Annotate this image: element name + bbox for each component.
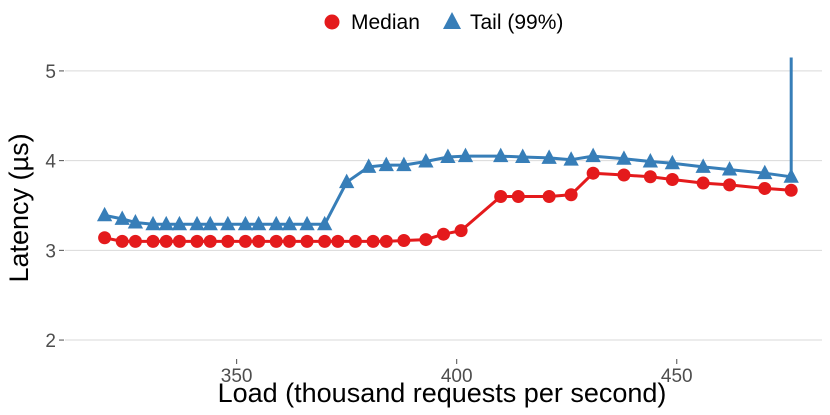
median-point (348, 234, 362, 248)
median-point (564, 188, 578, 202)
median-point (379, 234, 393, 248)
gridlines (65, 70, 822, 341)
legend-median-marker (324, 14, 340, 30)
y-tick-label: 4 (45, 152, 56, 173)
tail-point (220, 215, 236, 231)
median-point (238, 234, 252, 248)
tail-point (757, 164, 773, 180)
tail-point (541, 149, 557, 164)
tail-point (721, 161, 738, 176)
median-point (643, 170, 657, 184)
tail-point (189, 215, 205, 231)
median-point (586, 166, 600, 180)
legend: Median Tail (99%) (324, 11, 563, 34)
median-point (190, 234, 204, 248)
y-axis-ticks: 2 3 4 5 (45, 62, 64, 352)
median-point (269, 234, 283, 248)
series-line (104, 154, 792, 226)
tail-point (664, 154, 681, 170)
tail-point (418, 153, 434, 168)
y-axis-title: Latency (µs) (4, 133, 34, 282)
median-point (98, 231, 112, 245)
legend-tail-label: Tail (99%) (470, 11, 563, 34)
median-point (723, 178, 737, 192)
median-point (300, 234, 314, 248)
median-point (221, 234, 235, 248)
median-point (419, 233, 433, 247)
median-point (128, 234, 142, 248)
tail-point (114, 210, 130, 225)
legend-median-label: Median (351, 11, 420, 34)
tail-point (378, 156, 394, 172)
median-point (758, 181, 772, 195)
tail-point (361, 158, 377, 173)
tail-point (171, 215, 188, 231)
median-point (159, 234, 173, 248)
median-point (437, 227, 450, 241)
y-tick-label: 3 (45, 241, 56, 262)
tail-point (457, 147, 474, 163)
median-point (203, 234, 217, 248)
tail-point (440, 148, 456, 163)
median-point (115, 234, 129, 248)
tail-point (202, 215, 218, 231)
tail-point (158, 215, 174, 231)
median-point (366, 234, 380, 248)
tail-point (515, 148, 531, 163)
series-tail (96, 57, 799, 231)
tail-point (237, 215, 254, 231)
median-point (146, 234, 160, 248)
tail-point (642, 153, 659, 168)
series-layer (96, 57, 799, 248)
y-tick-label: 2 (45, 331, 56, 352)
median-point (172, 234, 186, 248)
x-tick-label: 450 (661, 366, 693, 387)
median-point (397, 233, 411, 247)
tail-point (396, 156, 412, 172)
x-axis-ticks: 350 400 450 (221, 359, 693, 387)
median-point (617, 168, 631, 182)
tail-point (695, 158, 711, 173)
median-point (784, 183, 798, 197)
x-tick-label: 400 (441, 366, 473, 387)
tail-point (96, 206, 113, 222)
series-median (98, 166, 798, 248)
tail-point (493, 147, 509, 163)
median-point (331, 234, 345, 248)
legend-tail-marker (443, 12, 461, 29)
tail-point (281, 215, 298, 231)
tail-point (268, 215, 284, 231)
median-point (252, 234, 266, 248)
median-point (511, 190, 525, 204)
median-point (282, 234, 296, 248)
median-point (318, 234, 332, 248)
tail-point (317, 215, 333, 231)
median-point (665, 172, 679, 186)
tail-point (563, 151, 579, 166)
median-point (542, 190, 556, 204)
median-point (454, 224, 468, 238)
tail-point (251, 215, 267, 231)
tail-point (127, 214, 144, 229)
tail-point (585, 147, 601, 163)
x-axis-title: Load (thousand requests per second) (218, 378, 667, 408)
tail-point (145, 215, 161, 231)
tail-point (616, 150, 632, 165)
tail-point (339, 173, 355, 189)
y-tick-label: 5 (45, 62, 56, 83)
tail-point (783, 168, 799, 183)
x-tick-label: 350 (221, 366, 253, 387)
median-point (494, 190, 508, 204)
tail-point (299, 215, 315, 231)
median-point (696, 176, 710, 190)
